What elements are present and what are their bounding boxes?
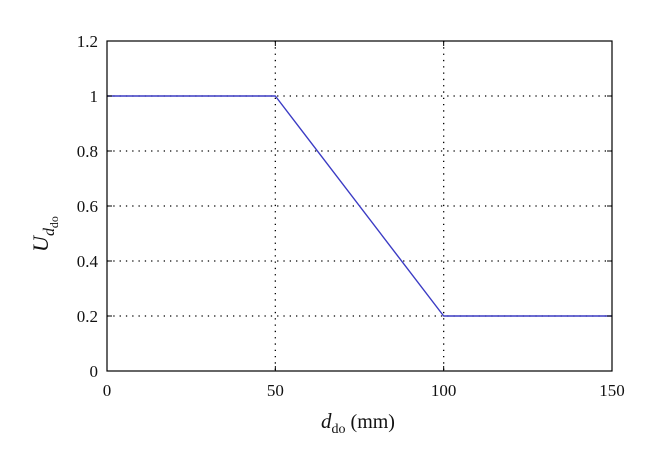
y-tick-label: 0.8 xyxy=(77,142,98,161)
x-axis-label-main: d xyxy=(321,409,332,433)
y-tick-label: 0.2 xyxy=(77,307,98,326)
ticks xyxy=(106,40,613,372)
x-tick-label: 100 xyxy=(431,381,457,400)
y-tick-label: 0.4 xyxy=(77,252,99,271)
x-axis-label-sub: do xyxy=(332,422,346,437)
y-tick-label: 1.2 xyxy=(77,32,98,51)
y-axis-label-subsub: do xyxy=(47,216,61,228)
y-axis-label-main: U xyxy=(28,234,53,252)
series-layer xyxy=(107,95,612,317)
y-tick-label: 0 xyxy=(90,362,99,381)
y-tick-label: 1 xyxy=(90,87,99,106)
x-tick-label: 0 xyxy=(103,381,112,400)
x-axis-label: ddo (mm) xyxy=(321,409,395,437)
y-axis-label: Uddo xyxy=(28,216,61,252)
y-tick-labels: 0 0.2 0.4 0.6 0.8 1 1.2 xyxy=(77,32,99,381)
x-axis-label-unit: (mm) xyxy=(346,411,395,433)
x-tick-label: 150 xyxy=(599,381,625,400)
x-tick-labels: 0 50 100 150 xyxy=(103,381,625,400)
x-tick-label: 50 xyxy=(267,381,284,400)
y-axis-label-sub: d xyxy=(41,227,58,236)
series-line xyxy=(107,95,612,317)
y-tick-label: 0.6 xyxy=(77,197,98,216)
